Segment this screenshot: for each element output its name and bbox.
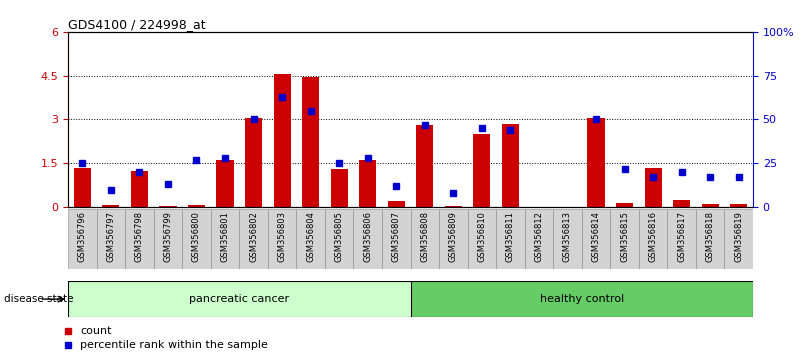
Bar bbox=[696, 209, 724, 269]
Text: GSM356806: GSM356806 bbox=[363, 211, 372, 262]
Bar bbox=[125, 209, 154, 269]
Bar bbox=[559, 206, 576, 207]
Bar bbox=[103, 205, 119, 207]
Text: GSM356814: GSM356814 bbox=[591, 211, 601, 262]
Bar bbox=[417, 125, 433, 207]
Bar bbox=[673, 200, 690, 207]
Bar bbox=[273, 74, 291, 207]
Bar bbox=[182, 209, 211, 269]
Bar bbox=[268, 209, 296, 269]
Text: GSM356818: GSM356818 bbox=[706, 211, 714, 262]
Text: GSM356803: GSM356803 bbox=[278, 211, 287, 262]
Bar bbox=[325, 209, 353, 269]
Text: GSM356819: GSM356819 bbox=[735, 211, 743, 262]
Bar bbox=[610, 209, 638, 269]
Bar bbox=[74, 168, 91, 207]
Text: GSM356817: GSM356817 bbox=[677, 211, 686, 262]
Bar bbox=[638, 209, 667, 269]
Bar bbox=[296, 209, 325, 269]
Bar bbox=[302, 77, 319, 207]
Bar bbox=[159, 206, 176, 207]
Bar bbox=[353, 209, 382, 269]
Bar bbox=[525, 209, 553, 269]
Bar bbox=[410, 209, 439, 269]
Text: GSM356816: GSM356816 bbox=[649, 211, 658, 262]
Text: GSM356808: GSM356808 bbox=[421, 211, 429, 262]
Bar bbox=[468, 209, 496, 269]
Bar bbox=[154, 209, 182, 269]
Text: healthy control: healthy control bbox=[540, 294, 624, 304]
Bar bbox=[359, 160, 376, 207]
Bar bbox=[410, 281, 753, 317]
Bar bbox=[724, 209, 753, 269]
Bar bbox=[702, 204, 718, 207]
Text: GSM356815: GSM356815 bbox=[620, 211, 629, 262]
Text: GSM356801: GSM356801 bbox=[220, 211, 230, 262]
Bar bbox=[553, 209, 582, 269]
Bar bbox=[501, 124, 519, 207]
Text: GSM356813: GSM356813 bbox=[563, 211, 572, 262]
Bar bbox=[131, 171, 148, 207]
Text: GSM356800: GSM356800 bbox=[192, 211, 201, 262]
Text: GDS4100 / 224998_at: GDS4100 / 224998_at bbox=[68, 18, 206, 31]
Text: GSM356807: GSM356807 bbox=[392, 211, 400, 262]
Text: GSM356798: GSM356798 bbox=[135, 211, 144, 262]
Bar bbox=[445, 206, 462, 207]
Text: pancreatic cancer: pancreatic cancer bbox=[189, 294, 289, 304]
Bar bbox=[582, 209, 610, 269]
Text: percentile rank within the sample: percentile rank within the sample bbox=[80, 340, 268, 350]
Text: GSM356799: GSM356799 bbox=[163, 211, 172, 262]
Text: GSM356804: GSM356804 bbox=[306, 211, 315, 262]
Bar bbox=[388, 201, 405, 207]
Text: GSM356811: GSM356811 bbox=[506, 211, 515, 262]
Text: GSM356812: GSM356812 bbox=[534, 211, 543, 262]
Bar bbox=[473, 134, 490, 207]
Bar bbox=[616, 203, 633, 207]
Bar bbox=[587, 118, 605, 207]
Bar bbox=[68, 281, 410, 317]
Text: GSM356809: GSM356809 bbox=[449, 211, 458, 262]
Bar bbox=[730, 204, 747, 207]
Bar bbox=[382, 209, 410, 269]
Bar bbox=[439, 209, 468, 269]
Bar bbox=[530, 206, 547, 207]
Text: count: count bbox=[80, 326, 111, 336]
Text: GSM356802: GSM356802 bbox=[249, 211, 258, 262]
Text: disease state: disease state bbox=[4, 294, 74, 304]
Bar bbox=[97, 209, 125, 269]
Bar bbox=[239, 209, 268, 269]
Bar bbox=[188, 205, 205, 207]
Text: GSM356796: GSM356796 bbox=[78, 211, 87, 262]
Bar bbox=[68, 209, 97, 269]
Bar bbox=[645, 168, 662, 207]
Bar bbox=[667, 209, 696, 269]
Bar bbox=[496, 209, 525, 269]
Bar bbox=[331, 169, 348, 207]
Text: GSM356797: GSM356797 bbox=[107, 211, 115, 262]
Text: GSM356810: GSM356810 bbox=[477, 211, 486, 262]
Bar bbox=[216, 160, 234, 207]
Bar bbox=[245, 118, 262, 207]
Bar bbox=[211, 209, 239, 269]
Text: GSM356805: GSM356805 bbox=[335, 211, 344, 262]
